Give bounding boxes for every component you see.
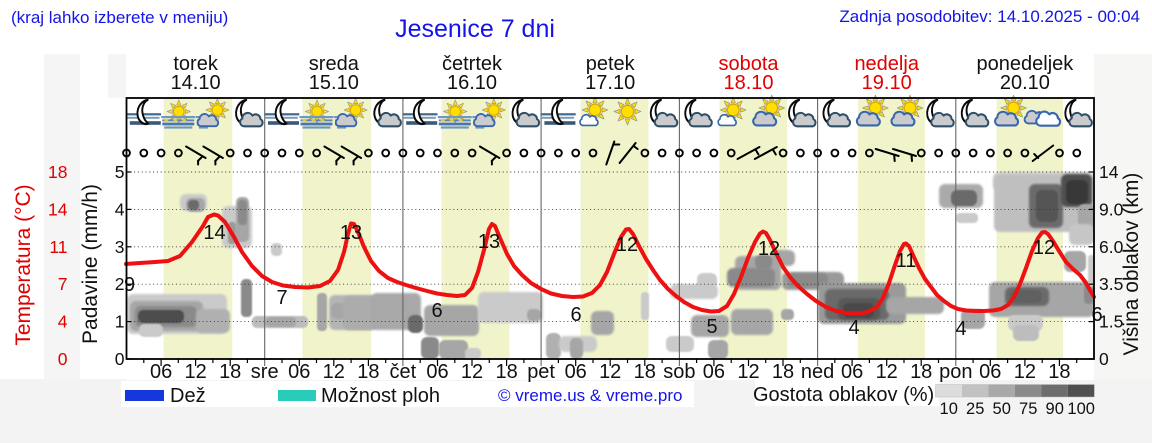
svg-text:7: 7 [58,274,68,294]
svg-text:čet: čet [390,361,417,383]
svg-text:20.10: 20.10 [1000,72,1050,94]
svg-text:2: 2 [115,274,125,294]
svg-text:torek: torek [173,53,218,75]
svg-text:(kraj lahko izberete v meniju): (kraj lahko izberete v meniju) [11,8,228,27]
svg-text:Temperatura (°C): Temperatura (°C) [12,184,35,345]
svg-text:7: 7 [276,287,287,309]
svg-text:sobota: sobota [718,53,779,75]
svg-text:25: 25 [966,400,984,418]
svg-text:17.10: 17.10 [585,72,635,94]
svg-text:6: 6 [570,304,581,326]
svg-text:5: 5 [115,162,125,182]
svg-text:3: 3 [115,237,125,257]
svg-text:19.10: 19.10 [862,72,912,94]
svg-text:12: 12 [461,361,483,383]
svg-text:18: 18 [357,361,379,383]
svg-text:18: 18 [1048,361,1070,383]
svg-text:4: 4 [58,312,68,332]
svg-text:18: 18 [634,361,656,383]
svg-text:4: 4 [115,199,125,219]
svg-text:1: 1 [115,312,125,332]
svg-text:18: 18 [910,361,932,383]
svg-text:pet: pet [527,361,555,383]
svg-text:Zadnja posodobitev: 14.10.2025: Zadnja posodobitev: 14.10.2025 - 00:04 [839,7,1140,26]
svg-text:12: 12 [758,238,780,260]
svg-text:© vreme.us & vreme.pro: © vreme.us & vreme.pro [498,386,682,405]
svg-text:ponedeljek: ponedeljek [977,53,1075,75]
svg-text:06: 06 [979,361,1001,383]
svg-text:13: 13 [478,231,500,253]
svg-text:sob: sob [663,361,695,383]
svg-text:18: 18 [219,361,241,383]
svg-text:14: 14 [1099,162,1119,182]
svg-text:sreda: sreda [309,53,360,75]
svg-text:90: 90 [1046,400,1064,418]
svg-text:ned: ned [801,361,834,383]
svg-text:0: 0 [1099,349,1109,369]
svg-text:Možnost ploh: Možnost ploh [321,385,440,407]
svg-text:Padavine (mm/h): Padavine (mm/h) [79,184,102,344]
svg-text:06: 06 [841,361,863,383]
svg-text:0: 0 [58,349,68,369]
svg-text:12: 12 [184,361,206,383]
svg-text:12: 12 [876,361,898,383]
svg-text:06: 06 [703,361,725,383]
svg-text:11: 11 [49,237,67,257]
svg-text:06: 06 [288,361,310,383]
svg-text:Jesenice 7 dni: Jesenice 7 dni [395,15,555,43]
svg-text:3.5: 3.5 [1099,274,1123,294]
svg-text:10: 10 [940,400,958,418]
svg-text:75: 75 [1019,400,1037,418]
svg-text:50: 50 [993,400,1011,418]
svg-text:14.10: 14.10 [171,72,221,94]
svg-text:pon: pon [939,361,972,383]
svg-text:14: 14 [48,199,68,219]
svg-text:četrtek: četrtek [442,53,503,75]
svg-text:nedelja: nedelja [854,53,919,75]
svg-text:06: 06 [426,361,448,383]
svg-text:5: 5 [706,316,717,338]
svg-text:6: 6 [431,300,442,322]
svg-text:18: 18 [495,361,517,383]
svg-text:4: 4 [955,318,966,340]
svg-text:sre: sre [251,361,279,383]
svg-text:18: 18 [772,361,794,383]
svg-text:12: 12 [616,234,638,256]
svg-text:6.0: 6.0 [1099,237,1124,257]
svg-text:Gostota oblakov (%): Gostota oblakov (%) [753,384,934,406]
svg-text:9: 9 [124,274,135,296]
svg-text:0: 0 [115,349,125,369]
svg-text:12: 12 [1033,237,1055,259]
svg-text:13: 13 [340,222,362,244]
svg-text:petek: petek [586,53,636,75]
svg-text:18: 18 [48,162,67,182]
svg-text:Dež: Dež [170,385,206,407]
svg-text:12: 12 [737,361,759,383]
svg-text:12: 12 [1014,361,1036,383]
svg-text:18.10: 18.10 [723,72,773,94]
svg-text:Višina oblakov (km): Višina oblakov (km) [1120,173,1143,356]
svg-text:4: 4 [848,317,859,339]
svg-text:16.10: 16.10 [447,72,497,94]
svg-text:14: 14 [203,222,225,244]
svg-text:100: 100 [1067,400,1095,418]
svg-text:15.10: 15.10 [309,72,359,94]
svg-text:12: 12 [599,361,621,383]
svg-text:6: 6 [1091,304,1102,326]
svg-text:12: 12 [323,361,345,383]
svg-text:11: 11 [896,250,917,272]
svg-text:9.0: 9.0 [1099,199,1124,219]
svg-text:1.5: 1.5 [1099,312,1123,332]
svg-text:06: 06 [565,361,587,383]
svg-text:06: 06 [150,361,172,383]
